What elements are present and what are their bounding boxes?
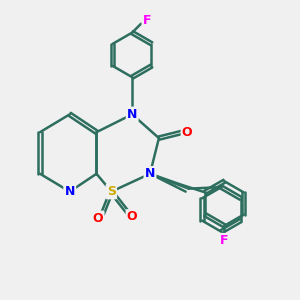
Text: F: F [143,14,151,27]
Text: O: O [93,212,103,225]
Text: N: N [145,167,155,180]
Text: O: O [182,126,193,139]
Text: N: N [64,185,75,198]
Text: N: N [127,108,137,121]
Text: O: O [127,210,137,224]
Text: S: S [107,185,116,198]
Text: F: F [220,234,229,247]
